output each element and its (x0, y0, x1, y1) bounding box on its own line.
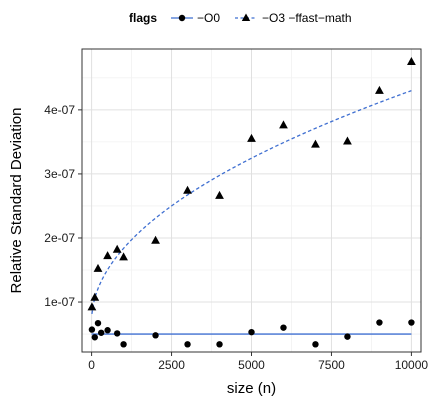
point-o0 (113, 330, 121, 337)
point-o0 (120, 341, 127, 348)
y-axis-title: Relative Standard Deviation (8, 108, 25, 294)
point-o3 (343, 136, 352, 145)
point-o3 (375, 85, 384, 94)
point-o0 (184, 341, 191, 348)
point-o3 (311, 139, 320, 148)
point-o0 (152, 332, 159, 339)
point-o0 (312, 341, 319, 348)
point-o0 (248, 328, 255, 336)
legend-key-o3 (235, 13, 257, 21)
point-o3 (112, 244, 122, 253)
point-o3 (407, 57, 416, 66)
legend: flags −O0 −O3 −ffast−math (129, 11, 352, 25)
point-o0 (88, 326, 96, 333)
point-o3 (119, 252, 128, 261)
x-axis-title: size (n) (227, 380, 276, 397)
x-axis: 0 2500 5000 7500 10000 (88, 352, 428, 372)
point-o0 (91, 334, 98, 341)
fit-curve-o3 (91, 90, 412, 315)
point-o3 (93, 263, 103, 272)
point-o3 (90, 292, 100, 301)
point-o3 (247, 133, 256, 142)
legend-title: flags (129, 11, 157, 25)
legend-marker-o3 (241, 13, 251, 21)
legend-label-o0: −O0 (197, 11, 220, 25)
point-o0 (104, 327, 111, 334)
legend-key-o0 (171, 14, 193, 22)
x-tick-label: 7500 (318, 358, 345, 372)
point-o3 (87, 302, 97, 311)
point-o3 (215, 190, 224, 199)
point-o3 (103, 251, 112, 260)
legend-label-o3: −O3 −ffast−math (262, 11, 352, 25)
x-tick-label: 10000 (395, 358, 429, 372)
point-o0 (97, 329, 105, 336)
y-tick-label: 4e-07 (44, 103, 75, 117)
y-tick-label: 2e-07 (44, 231, 75, 245)
y-tick-label: 1e-07 (44, 295, 75, 309)
point-o0 (344, 333, 351, 340)
point-o0 (216, 341, 223, 348)
point-o0 (280, 324, 287, 331)
y-axis: 1e-07 2e-07 3e-07 4e-07 (44, 103, 82, 309)
point-o0 (376, 319, 383, 326)
legend-marker-o0 (178, 14, 186, 22)
x-tick-label: 2500 (158, 358, 185, 372)
x-tick-label: 0 (88, 358, 95, 372)
y-tick-label: 3e-07 (44, 167, 75, 181)
point-o0 (94, 319, 102, 327)
point-o0 (408, 319, 415, 326)
x-tick-label: 5000 (238, 358, 265, 372)
point-o3 (151, 235, 160, 244)
point-o3 (279, 120, 288, 129)
grid-major (82, 49, 421, 352)
data-points (87, 57, 416, 348)
point-o3 (183, 185, 192, 194)
